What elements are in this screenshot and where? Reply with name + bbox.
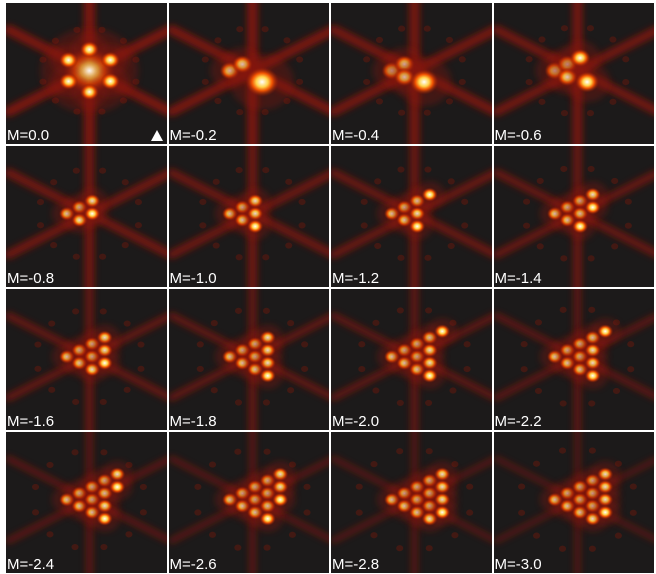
- intensity-pattern: [168, 432, 329, 573]
- panel-m-1-4: M=-1.4: [493, 146, 654, 287]
- panel-label: M=-2.6: [169, 556, 217, 573]
- intensity-pattern: [493, 432, 654, 573]
- panel-m-1-2: M=-1.2: [331, 146, 492, 287]
- panel-m-0-8: M=-0.8: [6, 146, 167, 287]
- panel-label: M=-0.8: [7, 270, 55, 287]
- panel-m-1-6: M=-1.6: [6, 289, 167, 430]
- intensity-panel-grid: M=0.0 M=-0.2 M=-0.4 M=-0.6 M=-0.8 M=-1.0…: [6, 3, 654, 573]
- intensity-pattern: [331, 289, 492, 430]
- intensity-pattern: [493, 146, 654, 287]
- panel-m-2-8: M=-2.8: [331, 432, 492, 573]
- triangle-up-icon: [150, 130, 163, 141]
- intensity-pattern: [6, 146, 167, 287]
- panel-m-2-6: M=-2.6: [168, 432, 329, 573]
- intensity-pattern: [6, 432, 167, 573]
- panel-m-0-0: M=0.0: [6, 3, 167, 144]
- intensity-pattern: [493, 289, 654, 430]
- panel-m-3-0: M=-3.0: [493, 432, 654, 573]
- panel-label: M=-2.4: [7, 556, 55, 573]
- intensity-pattern: [168, 3, 329, 144]
- panel-label: M=-2.0: [332, 413, 380, 430]
- panel-label: M=-0.4: [332, 127, 380, 144]
- panel-label: M=-1.8: [169, 413, 217, 430]
- panel-label: M=-0.6: [494, 127, 542, 144]
- intensity-pattern: [6, 289, 167, 430]
- intensity-pattern: [331, 432, 492, 573]
- intensity-pattern: [168, 146, 329, 287]
- panel-label: M=-0.2: [169, 127, 217, 144]
- panel-m-0-6: M=-0.6: [493, 3, 654, 144]
- panel-m-1-0: M=-1.0: [168, 146, 329, 287]
- panel-label: M=-2.8: [332, 556, 380, 573]
- intensity-pattern: [168, 289, 329, 430]
- panel-m-2-4: M=-2.4: [6, 432, 167, 573]
- panel-label: M=-1.2: [332, 270, 380, 287]
- panel-m-2-2: M=-2.2: [493, 289, 654, 430]
- panel-m-0-2: M=-0.2: [168, 3, 329, 144]
- intensity-pattern: [493, 3, 654, 144]
- panel-label: M=-1.0: [169, 270, 217, 287]
- intensity-pattern: [331, 146, 492, 287]
- intensity-pattern: [331, 3, 492, 144]
- panel-label: M=-1.4: [494, 270, 542, 287]
- panel-label: M=-3.0: [494, 556, 542, 573]
- panel-m-2-0: M=-2.0: [331, 289, 492, 430]
- intensity-pattern: [6, 3, 167, 144]
- panel-label: M=-1.6: [7, 413, 55, 430]
- panel-label: M=-2.2: [494, 413, 542, 430]
- panel-m-0-4: M=-0.4: [331, 3, 492, 144]
- panel-label: M=0.0: [7, 127, 50, 144]
- panel-m-1-8: M=-1.8: [168, 289, 329, 430]
